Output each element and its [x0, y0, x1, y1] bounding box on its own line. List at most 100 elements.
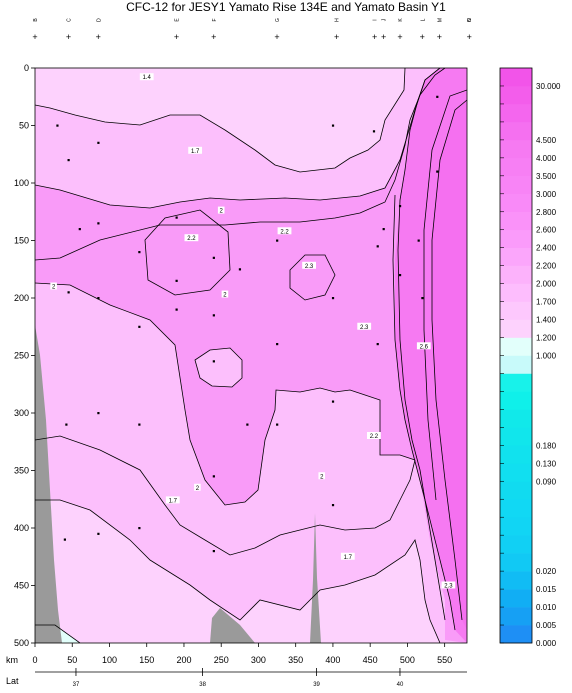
station-label: H — [335, 18, 341, 22]
sample-point — [175, 216, 178, 219]
contour-label-bg — [217, 206, 225, 214]
sample-point — [138, 527, 141, 530]
sample-point — [331, 124, 335, 127]
sample-point — [212, 360, 215, 363]
sample-point — [398, 205, 402, 208]
colorbar-label: 3.000 — [536, 190, 557, 199]
colorbar-label: 0.130 — [536, 459, 557, 468]
region-east-deep — [432, 100, 467, 630]
y-tick-label: 100 — [14, 178, 29, 188]
colorbar-label: 2.200 — [536, 262, 557, 271]
contour-label: 2.3 — [305, 264, 314, 270]
colorbar-label: 2.800 — [536, 208, 557, 217]
colorbar-label: 0.015 — [536, 585, 557, 594]
station-label: K — [398, 18, 404, 22]
y-tick-label: 0 — [24, 63, 29, 73]
x-axis-label: km — [6, 655, 18, 665]
colorbar-label: 1.200 — [536, 334, 557, 343]
colorbar-swatch — [500, 121, 532, 141]
sample-point — [398, 274, 402, 277]
sample-point — [56, 124, 59, 127]
station-marker: + — [397, 32, 402, 42]
contour-label: 2 — [320, 474, 324, 480]
y-tick-label: 300 — [14, 408, 29, 418]
colorbar-label: 0.180 — [536, 441, 557, 450]
colorbar-swatch — [500, 157, 532, 177]
contour-label-bg — [184, 234, 199, 242]
station-marker: + — [372, 32, 377, 42]
x-tick-label: 450 — [363, 655, 378, 665]
sample-points — [56, 95, 439, 553]
sample-point — [175, 308, 178, 311]
station-marker: + — [211, 32, 216, 42]
contour-line-1-4 — [35, 68, 406, 173]
station-label: N — [467, 18, 473, 22]
x-tick-label: 50 — [67, 655, 77, 665]
contour-line-1-4-deep — [35, 499, 441, 643]
station-marker: + — [437, 32, 442, 42]
colorbar-label: 4.500 — [536, 136, 557, 145]
contour-line-2-6 — [397, 68, 446, 621]
colorbar-swatch — [500, 355, 532, 374]
colorbar-swatch — [500, 229, 532, 248]
x-tick-label: 250 — [214, 655, 229, 665]
region-deep-low — [35, 500, 440, 643]
station-marker: + — [420, 32, 425, 42]
lat-tick-label: 40 — [397, 682, 404, 688]
colorbar-swatch — [500, 373, 532, 392]
sample-point — [276, 423, 279, 426]
colorbar-swatch — [500, 607, 532, 626]
colorbar-label: 2.600 — [536, 226, 557, 235]
y-tick-label: 200 — [14, 293, 29, 303]
x-tick-label: 350 — [288, 655, 303, 665]
sample-point — [212, 314, 215, 317]
x-tick-label: 150 — [139, 655, 154, 665]
colorbar-swatch — [500, 103, 532, 123]
contour-line-2-2-oval — [144, 209, 231, 296]
lat-axis-label: Lat — [6, 676, 19, 686]
colorbar-label: 2.000 — [536, 280, 557, 289]
lat-tick-label: 37 — [73, 682, 80, 688]
station-label: L — [420, 18, 426, 21]
x-tick-label: 400 — [325, 655, 340, 665]
sample-point — [331, 504, 335, 507]
station-marker: + — [66, 32, 71, 42]
colorbar-label: 1.000 — [536, 352, 557, 361]
colorbar-swatch — [500, 427, 532, 446]
colorbar-swatch — [500, 175, 532, 195]
y-tick-label: 400 — [14, 523, 29, 533]
colorbar-swatch — [500, 319, 532, 338]
contour-label: 2.2 — [187, 236, 196, 242]
y-tick-label: 500 — [14, 638, 29, 648]
station-marker: + — [334, 32, 339, 42]
contour-label: 1.4 — [143, 75, 152, 81]
x-tick-label: 100 — [102, 655, 117, 665]
contour-label: 2 — [223, 293, 227, 299]
sample-point — [138, 325, 141, 328]
sample-point — [78, 228, 81, 231]
colorbar-swatch — [500, 589, 532, 608]
sample-point — [212, 475, 215, 478]
station-marker: + — [174, 32, 179, 42]
sample-point — [436, 170, 439, 173]
sample-point — [212, 550, 215, 553]
contour-label-bg — [366, 432, 381, 439]
colorbar-swatch — [500, 409, 532, 428]
station-markers: + + + + + + + + + + + + + B C D E F G H I J K L M NO — [32, 18, 473, 42]
colorbar-swatch — [500, 211, 532, 231]
colorbar-swatch — [500, 499, 532, 518]
colorbar-swatch — [500, 571, 532, 590]
colorbar-swatch — [500, 625, 532, 644]
contour-label: 2.6 — [420, 344, 429, 350]
colorbar: 0.000 0.005 0.010 0.015 0.020 0.090 0.130 0.180… — [499, 67, 561, 648]
colorbar-swatch — [500, 535, 532, 554]
y-tick-label: 150 — [14, 236, 29, 246]
colorbar-swatch — [500, 247, 532, 266]
colorbar-label: 4.000 — [536, 154, 557, 163]
sample-point — [276, 239, 279, 242]
sample-point — [138, 423, 141, 426]
seafloor-hill — [210, 608, 255, 643]
contour-line-1-7 — [35, 68, 441, 209]
contour-label-bg — [441, 581, 456, 589]
